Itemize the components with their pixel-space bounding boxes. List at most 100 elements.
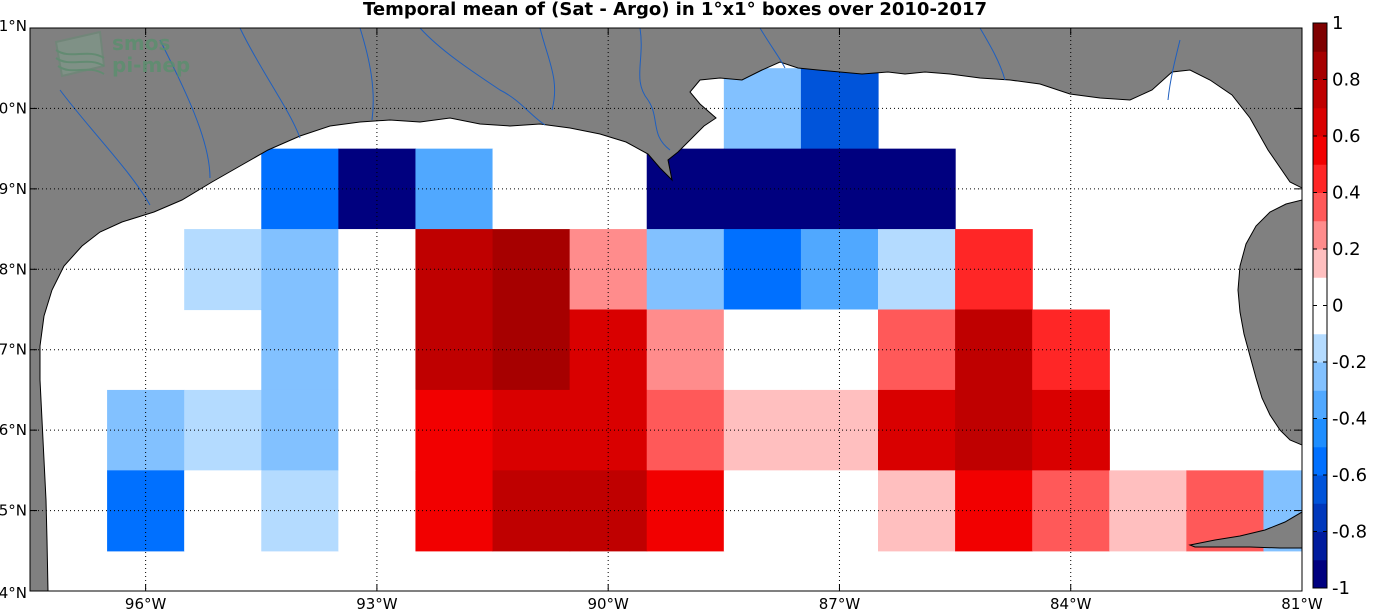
colorbar-tick-label: 0.6 — [1332, 126, 1361, 147]
data-cell — [1109, 470, 1187, 552]
logo-mark — [54, 30, 106, 78]
river-brazos — [159, 39, 211, 179]
colorbar-segment — [1313, 333, 1327, 363]
data-cell — [107, 470, 185, 552]
colorbar-segment — [1313, 23, 1327, 52]
colorbar-segment — [1313, 559, 1327, 589]
logo-line2: pi-mep — [112, 53, 190, 77]
data-cell — [492, 389, 571, 471]
data-cell — [878, 309, 956, 391]
data-cell — [492, 470, 571, 552]
land-north — [30, 28, 1302, 591]
colorbar-tick-label: -0.4 — [1332, 409, 1367, 430]
data-cell — [955, 309, 1033, 391]
data-cell — [878, 148, 956, 230]
data-cell — [184, 389, 262, 471]
x-tick-label: 93°W — [356, 595, 398, 613]
colorbar-segment — [1313, 305, 1327, 335]
data-cell — [569, 470, 648, 552]
colorbar-segment — [1313, 475, 1327, 504]
river-alabama — [759, 28, 786, 69]
river-colorado-tx — [59, 89, 151, 206]
logo: smos pi-mep — [54, 30, 190, 78]
colorbar-segment — [1313, 136, 1327, 165]
colorbar-tick-label: 0.4 — [1332, 183, 1361, 204]
land-florida — [1237, 199, 1302, 446]
data-cell — [107, 389, 185, 471]
data-cell — [492, 229, 571, 311]
data-cell — [955, 389, 1033, 471]
data-cell — [1032, 309, 1110, 391]
river-sabine — [359, 28, 374, 121]
data-cell — [955, 470, 1033, 552]
data-cell — [492, 148, 571, 230]
data-cell — [1032, 389, 1110, 471]
data-cell — [184, 470, 262, 552]
data-cell — [492, 309, 571, 391]
y-tick-label: 31°N — [0, 17, 27, 35]
y-axis-ticks: 24°N 25°N 26°N 27°N 28°N 29°N 30°N 31°N — [0, 17, 1302, 602]
colorbar — [1312, 22, 1328, 589]
data-cell — [878, 470, 956, 552]
data-cell — [878, 389, 956, 471]
x-tick-label: 96°W — [125, 595, 167, 613]
x-tick-label: 81°W — [1281, 595, 1323, 613]
river-apalachicola — [979, 28, 1006, 81]
data-cell — [569, 389, 648, 471]
data-cell — [800, 309, 879, 391]
colorbar-segment — [1313, 446, 1327, 476]
y-tick-label: 24°N — [0, 584, 27, 602]
data-cell — [800, 389, 879, 471]
colorbar-segment — [1313, 51, 1327, 80]
river-suwannee — [1167, 39, 1181, 101]
land-mask — [30, 28, 1302, 591]
x-axis-ticks: 96°W 93°W 90°W 87°W 84°W 81°W — [125, 28, 1323, 613]
y-tick-label: 27°N — [0, 341, 27, 359]
data-cell — [800, 470, 879, 552]
colorbar-segment — [1313, 107, 1327, 137]
colorbar-tick-label: -0.2 — [1332, 352, 1367, 373]
colorbar-tick-label: 1 — [1332, 13, 1343, 34]
y-tick-label: 30°N — [0, 99, 27, 117]
grid-lines — [30, 28, 1302, 591]
rivers — [59, 28, 1181, 206]
y-tick-label: 29°N — [0, 180, 27, 198]
colorbar-segment — [1313, 277, 1327, 306]
colorbar-tick-label: 0 — [1332, 296, 1343, 317]
river-red — [419, 28, 546, 126]
colorbar-segment — [1313, 362, 1327, 391]
colorbar-segment — [1313, 503, 1327, 532]
data-cell — [261, 229, 339, 311]
data-cell — [338, 389, 417, 471]
x-tick-label: 84°W — [1050, 595, 1092, 613]
colorbar-tick-label: -1 — [1332, 578, 1350, 599]
colorbar-segment — [1313, 418, 1327, 448]
y-tick-label: 28°N — [0, 260, 27, 278]
river-atchafalaya — [539, 28, 556, 111]
colorbar-segment — [1313, 79, 1327, 109]
data-cell — [338, 309, 417, 391]
data-cell — [646, 229, 725, 311]
colorbar-tick-label: 0.8 — [1332, 70, 1361, 91]
colorbar-tick-label: 0.2 — [1332, 239, 1361, 260]
colorbar-ticks: -1 -0.8 -0.6 -0.4 -0.2 0 0.2 0.4 0.6 0.8 1 — [1313, 13, 1367, 599]
colorbar-segment — [1313, 390, 1327, 419]
data-cell — [261, 148, 339, 230]
y-tick-label: 25°N — [0, 502, 27, 520]
land-florida-keys — [1188, 511, 1302, 549]
logo-line1: smos — [112, 31, 170, 55]
data-cell — [569, 309, 648, 391]
data-cell — [338, 470, 417, 552]
data-cell — [261, 389, 339, 471]
data-cell — [646, 309, 725, 391]
data-cell — [184, 229, 262, 311]
data-cell — [261, 309, 339, 391]
data-cell — [569, 229, 648, 311]
colorbar-segment — [1313, 192, 1327, 222]
colorbar-segment — [1313, 164, 1327, 193]
colorbar-segment — [1313, 220, 1327, 250]
river-mississippi — [639, 28, 671, 151]
plot-frame — [29, 27, 1303, 592]
colorbar-segment — [1313, 249, 1327, 278]
